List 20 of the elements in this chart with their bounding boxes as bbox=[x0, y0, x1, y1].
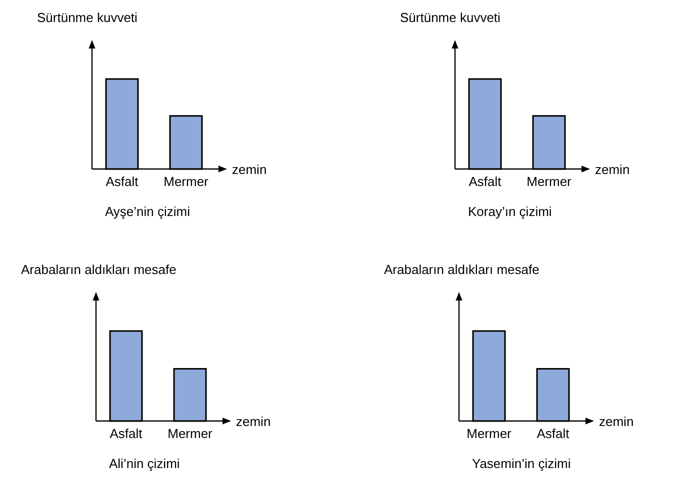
text: Ayşe’nin çizimi bbox=[105, 204, 190, 219]
x-axis-title: zemin bbox=[232, 162, 267, 177]
x-axis-title: zemin bbox=[599, 414, 634, 429]
text: Yasemin’in çizimi bbox=[472, 456, 571, 471]
y-axis-title: Arabaların aldıkları mesafe bbox=[21, 262, 176, 277]
x-tick-label: Asfalt bbox=[536, 426, 570, 441]
x-tick-label: Asfalt bbox=[110, 426, 143, 441]
x-tick-label: Mermer bbox=[526, 174, 572, 189]
x-tick-label: Asfalt bbox=[106, 174, 139, 189]
y-axis-title: Sürtünme kuvveti bbox=[37, 10, 138, 25]
x-tick-label: Mermer bbox=[164, 174, 210, 189]
y-axis-title: Sürtünme kuvveti bbox=[400, 10, 501, 25]
text: Ali’nin çizimi bbox=[109, 456, 180, 471]
text: Koray’ın çizimi bbox=[468, 204, 552, 219]
x-axis-title: zemin bbox=[595, 162, 630, 177]
y-axis-title: Arabaların aldıkları mesafe bbox=[384, 262, 540, 277]
x-tick-label: Mermer bbox=[168, 426, 214, 441]
x-tick-label: Mermer bbox=[466, 426, 512, 441]
x-axis-title: zemin bbox=[236, 414, 271, 429]
x-tick-label: Asfalt bbox=[468, 174, 502, 189]
